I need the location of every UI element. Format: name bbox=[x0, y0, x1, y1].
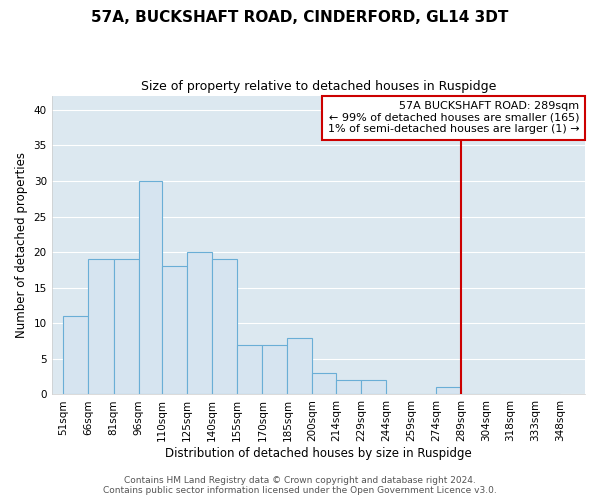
Text: Contains HM Land Registry data © Crown copyright and database right 2024.
Contai: Contains HM Land Registry data © Crown c… bbox=[103, 476, 497, 495]
Bar bbox=[139, 181, 162, 394]
Bar bbox=[187, 252, 212, 394]
Bar bbox=[237, 344, 262, 395]
Bar bbox=[313, 373, 336, 394]
Bar bbox=[162, 266, 187, 394]
X-axis label: Distribution of detached houses by size in Ruspidge: Distribution of detached houses by size … bbox=[165, 447, 472, 460]
Bar bbox=[287, 338, 313, 394]
Bar bbox=[262, 344, 287, 395]
Bar bbox=[361, 380, 386, 394]
Bar bbox=[113, 259, 139, 394]
Bar bbox=[64, 316, 88, 394]
Bar bbox=[436, 388, 461, 394]
Bar bbox=[88, 259, 113, 394]
Title: Size of property relative to detached houses in Ruspidge: Size of property relative to detached ho… bbox=[140, 80, 496, 93]
Bar bbox=[336, 380, 361, 394]
Text: 57A BUCKSHAFT ROAD: 289sqm
← 99% of detached houses are smaller (165)
1% of semi: 57A BUCKSHAFT ROAD: 289sqm ← 99% of deta… bbox=[328, 101, 580, 134]
Text: 57A, BUCKSHAFT ROAD, CINDERFORD, GL14 3DT: 57A, BUCKSHAFT ROAD, CINDERFORD, GL14 3D… bbox=[91, 10, 509, 25]
Y-axis label: Number of detached properties: Number of detached properties bbox=[15, 152, 28, 338]
Bar bbox=[212, 259, 237, 394]
